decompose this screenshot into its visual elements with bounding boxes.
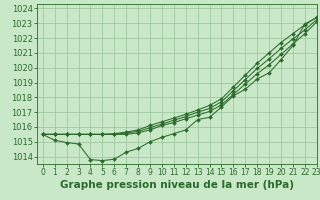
X-axis label: Graphe pression niveau de la mer (hPa): Graphe pression niveau de la mer (hPa) bbox=[60, 180, 294, 190]
